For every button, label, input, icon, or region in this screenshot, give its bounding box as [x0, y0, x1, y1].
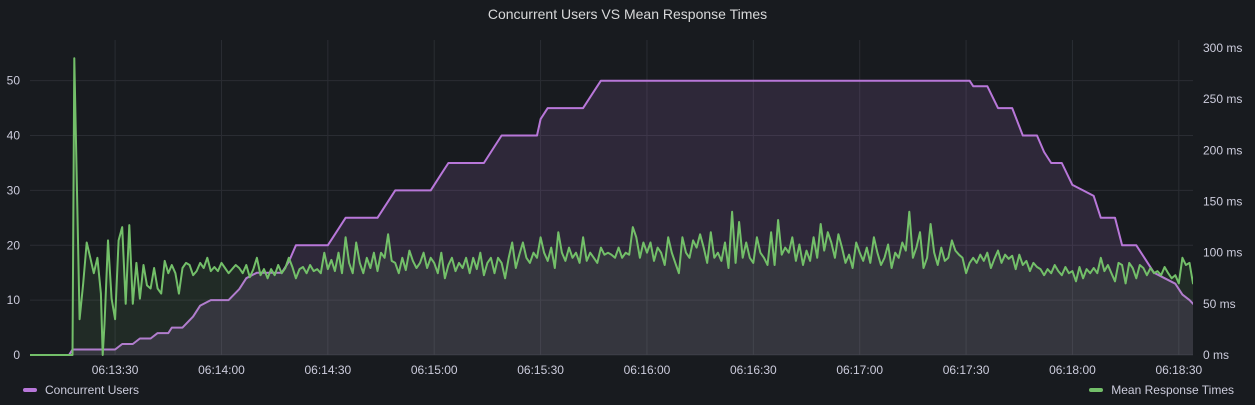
legend-swatch-mean-response-times: [1089, 388, 1104, 392]
x-tick-label: 06:13:30: [92, 363, 139, 377]
x-tick-label: 06:18:30: [1155, 363, 1202, 377]
series-line-mean-response-times: [30, 57, 1193, 356]
y-right-tick-label: 50 ms: [1203, 297, 1236, 311]
x-tick-label: 06:17:00: [836, 363, 883, 377]
legend-label-mean-response-times: Mean Response Times: [1111, 383, 1234, 397]
chart-title: Concurrent Users VS Mean Response Times: [487, 6, 768, 22]
x-tick-label: 06:18:00: [1049, 363, 1096, 377]
legend-item-mean-response-times[interactable]: Mean Response Times: [1089, 383, 1234, 397]
legend-label-concurrent-users: Concurrent Users: [45, 383, 140, 397]
x-tick-label: 06:14:30: [304, 363, 351, 377]
x-tick-label: 06:16:00: [624, 363, 671, 377]
y-left-tick-label: 0: [13, 348, 20, 362]
series-layer: [30, 57, 1193, 356]
x-tick-label: 06:17:30: [943, 363, 990, 377]
left-axis: 0 10 20 30 40 50: [7, 74, 21, 362]
y-right-tick-label: 250 ms: [1203, 92, 1242, 106]
y-right-tick-label: 300 ms: [1203, 41, 1242, 55]
y-left-tick-label: 20: [7, 238, 21, 252]
y-left-tick-label: 50: [7, 74, 21, 88]
series-area-mean-response-times: [30, 58, 1193, 355]
chart: 0 10 20 30 40 50 0 ms 50 ms 100 ms 150 ms 200 ms 2…: [7, 40, 1242, 377]
x-tick-label: 06:15:00: [411, 363, 458, 377]
y-right-tick-label: 200 ms: [1203, 143, 1242, 157]
legend-item-concurrent-users[interactable]: Concurrent Users: [23, 383, 139, 397]
y-right-tick-label: 0 ms: [1203, 348, 1229, 362]
y-left-tick-label: 40: [7, 129, 21, 143]
x-tick-label: 06:15:30: [517, 363, 564, 377]
y-right-tick-label: 150 ms: [1203, 195, 1242, 209]
y-left-tick-label: 10: [7, 293, 21, 307]
series-area-concurrent-users: [30, 80, 1193, 355]
y-left-tick-label: 30: [7, 183, 21, 197]
y-right-tick-label: 100 ms: [1203, 246, 1242, 260]
x-tick-label: 06:14:00: [198, 363, 245, 377]
grid: [30, 40, 1193, 356]
right-axis: 0 ms 50 ms 100 ms 150 ms 200 ms 250 ms 300 ms: [1203, 41, 1242, 362]
x-axis: 06:13:30 06:14:00 06:14:30 06:15:00 06:15:30…: [92, 363, 1203, 377]
series-line-concurrent-users: [30, 79, 1193, 356]
legend-swatch-concurrent-users: [23, 388, 37, 392]
x-tick-label: 06:16:30: [730, 363, 777, 377]
